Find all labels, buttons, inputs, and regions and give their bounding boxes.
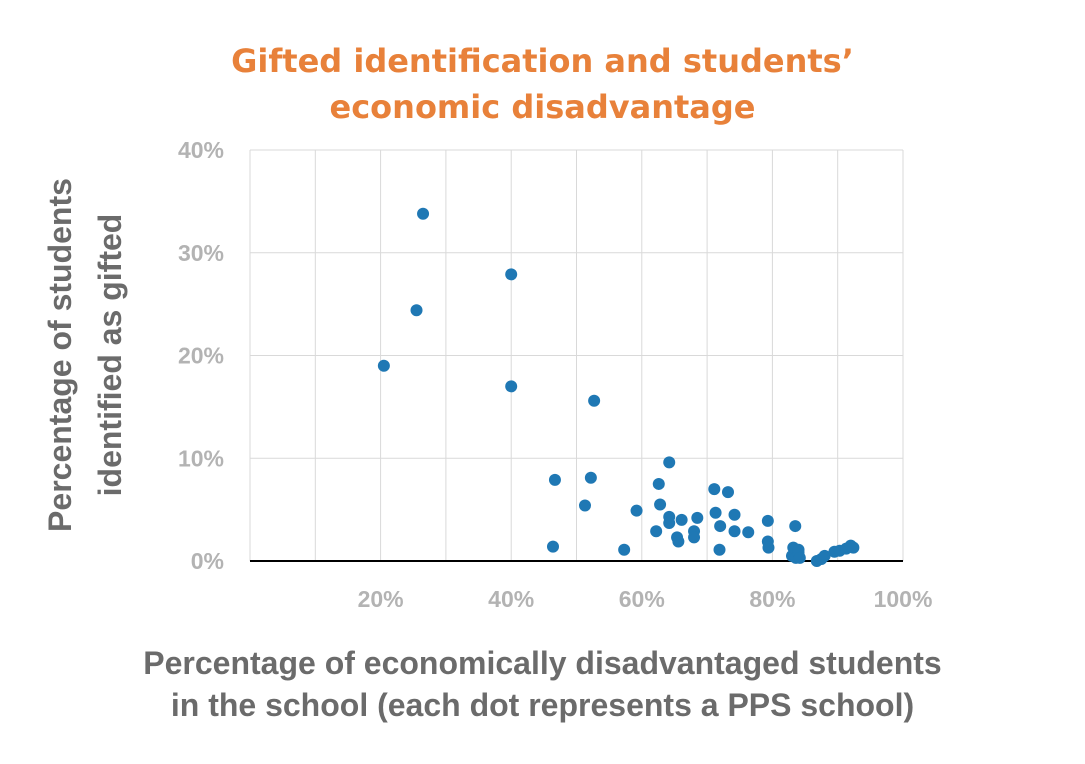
y-tick-label: 30% (178, 240, 224, 266)
data-point (588, 394, 601, 407)
tick-labels: 0% 10% 20% 30% 40% 20% 40% 60% 80% 100% (178, 137, 932, 612)
data-point (818, 549, 831, 562)
data-point (663, 456, 676, 469)
data-point (410, 304, 423, 317)
y-tick-label: 0% (191, 548, 224, 574)
data-point (650, 525, 663, 538)
data-point (663, 516, 676, 529)
x-tick-label: 80% (749, 586, 795, 612)
x-tick-label: 20% (358, 586, 404, 612)
data-point (713, 543, 726, 556)
y-tick-label: 10% (178, 445, 224, 471)
data-point (630, 504, 643, 517)
data-points (377, 207, 860, 567)
data-point (847, 541, 860, 554)
data-point (762, 541, 775, 554)
x-axis-label-line-1: Percentage of economically disadvantaged… (143, 645, 942, 681)
data-point (505, 268, 518, 281)
data-point (654, 498, 667, 511)
data-point (721, 486, 734, 499)
y-tick-label: 20% (178, 343, 224, 369)
data-point (709, 506, 722, 519)
chart-title: Gifted identification and students’ econ… (0, 38, 1085, 130)
data-point (714, 520, 727, 533)
y-axis-label-line-1: Percentage of students (42, 178, 78, 532)
x-tick-label: 60% (619, 586, 665, 612)
data-point (708, 483, 721, 496)
data-point (652, 477, 665, 490)
data-point (672, 535, 685, 548)
gridlines (249, 149, 904, 561)
data-point (417, 207, 430, 220)
x-tick-label: 100% (874, 586, 933, 612)
data-point (546, 540, 559, 553)
data-point (789, 520, 802, 533)
data-point (688, 531, 701, 544)
x-axis-label: Percentage of economically disadvantaged… (40, 642, 1045, 726)
y-tick-label: 40% (178, 137, 224, 163)
data-point (793, 551, 806, 564)
chart-title-line-1: Gifted identification and students’ (231, 42, 854, 80)
data-point (584, 471, 597, 484)
y-axis-label: Percentage of students identified as gif… (35, 135, 135, 575)
x-axis-label-line-2: in the school (each dot represents a PPS… (170, 687, 915, 723)
y-axis-label-line-2: identified as gifted (92, 213, 128, 497)
data-point (728, 525, 741, 538)
data-point (618, 543, 631, 556)
chart-title-line-2: economic disadvantage (329, 88, 756, 126)
x-tick-label: 40% (488, 586, 534, 612)
data-point (675, 513, 688, 526)
data-point (742, 526, 755, 539)
data-point (377, 359, 390, 372)
data-point (548, 473, 561, 486)
data-point (728, 508, 741, 521)
data-point (691, 511, 704, 524)
data-point (505, 380, 518, 393)
data-point (761, 514, 774, 527)
data-point (578, 499, 591, 512)
